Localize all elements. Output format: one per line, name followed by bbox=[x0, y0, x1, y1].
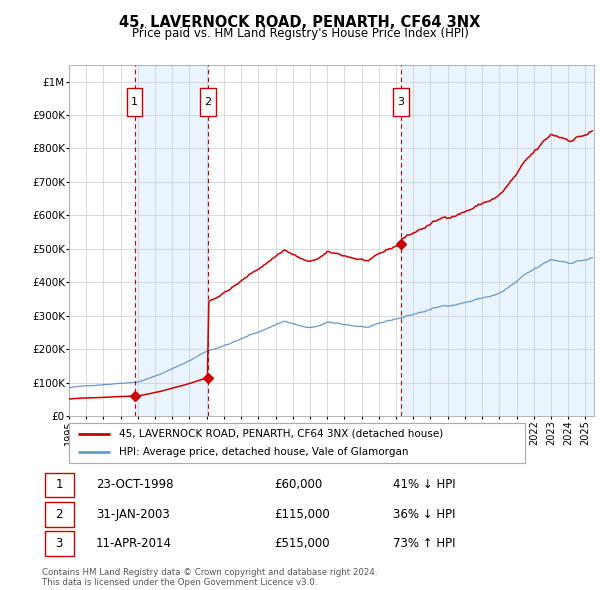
Text: 31-JAN-2003: 31-JAN-2003 bbox=[96, 507, 170, 521]
Text: Price paid vs. HM Land Registry's House Price Index (HPI): Price paid vs. HM Land Registry's House … bbox=[131, 27, 469, 40]
Bar bbox=[401, 65, 594, 416]
FancyBboxPatch shape bbox=[200, 88, 216, 116]
Bar bbox=[134, 65, 208, 416]
Text: 2: 2 bbox=[56, 507, 63, 521]
FancyBboxPatch shape bbox=[393, 88, 409, 116]
Text: This data is licensed under the Open Government Licence v3.0.: This data is licensed under the Open Gov… bbox=[42, 578, 317, 587]
Text: £115,000: £115,000 bbox=[274, 507, 330, 521]
Text: £515,000: £515,000 bbox=[274, 537, 330, 550]
Text: 36% ↓ HPI: 36% ↓ HPI bbox=[393, 507, 455, 521]
FancyBboxPatch shape bbox=[69, 423, 525, 463]
Text: 23-OCT-1998: 23-OCT-1998 bbox=[96, 478, 173, 491]
Text: 2: 2 bbox=[205, 97, 212, 107]
FancyBboxPatch shape bbox=[45, 502, 74, 526]
Text: Contains HM Land Registry data © Crown copyright and database right 2024.: Contains HM Land Registry data © Crown c… bbox=[42, 568, 377, 576]
Text: HPI: Average price, detached house, Vale of Glamorgan: HPI: Average price, detached house, Vale… bbox=[119, 447, 409, 457]
FancyBboxPatch shape bbox=[127, 88, 142, 116]
FancyBboxPatch shape bbox=[45, 531, 74, 556]
Text: 1: 1 bbox=[56, 478, 63, 491]
Text: 45, LAVERNOCK ROAD, PENARTH, CF64 3NX (detached house): 45, LAVERNOCK ROAD, PENARTH, CF64 3NX (d… bbox=[119, 429, 443, 439]
Text: £60,000: £60,000 bbox=[274, 478, 322, 491]
Text: 3: 3 bbox=[397, 97, 404, 107]
FancyBboxPatch shape bbox=[45, 473, 74, 497]
Text: 73% ↑ HPI: 73% ↑ HPI bbox=[393, 537, 455, 550]
Text: 3: 3 bbox=[56, 537, 63, 550]
Text: 11-APR-2014: 11-APR-2014 bbox=[96, 537, 172, 550]
Text: 45, LAVERNOCK ROAD, PENARTH, CF64 3NX: 45, LAVERNOCK ROAD, PENARTH, CF64 3NX bbox=[119, 15, 481, 30]
Text: 1: 1 bbox=[131, 97, 138, 107]
Text: 41% ↓ HPI: 41% ↓ HPI bbox=[393, 478, 455, 491]
